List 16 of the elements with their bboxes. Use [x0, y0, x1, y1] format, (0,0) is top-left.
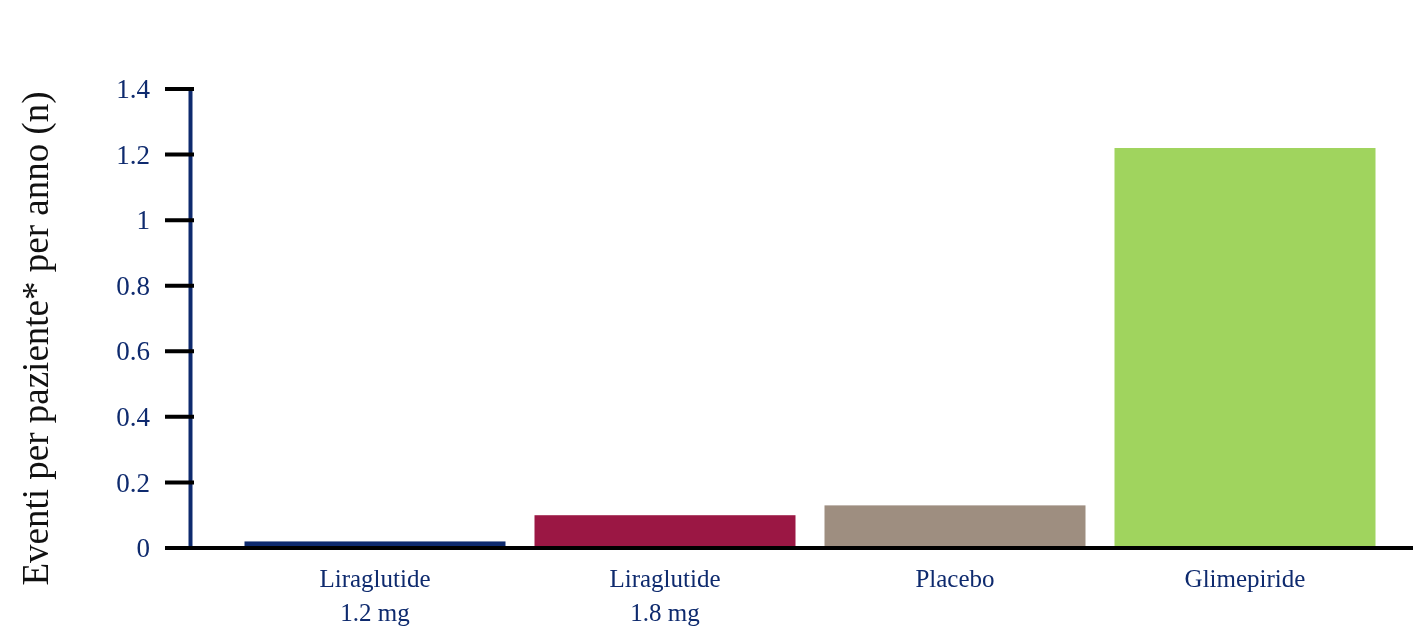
y-tick-label: 1.4 [116, 74, 151, 105]
bar [534, 515, 796, 548]
y-tick-label: 1.2 [116, 139, 150, 170]
y-tick-label: 0.8 [116, 270, 150, 301]
y-axis-title: Eventi per paziente* per anno (n) [15, 91, 57, 586]
x-tick-label: Liraglutide 1.8 mg [609, 565, 721, 626]
x-tick-label: Glimepiride [1184, 565, 1306, 592]
y-tick-label: 0.6 [116, 336, 150, 367]
bar [1114, 148, 1376, 548]
y-tick-label: 0.4 [116, 402, 151, 432]
y-tick-label: 0.2 [116, 467, 150, 498]
bar [824, 505, 1086, 548]
y-tick-label: 1 [136, 205, 150, 236]
x-tick-label: Placebo [915, 565, 995, 592]
x-tick-label: Liraglutide 1.2 mg [319, 565, 431, 626]
y-tick-label: 0 [136, 533, 150, 564]
